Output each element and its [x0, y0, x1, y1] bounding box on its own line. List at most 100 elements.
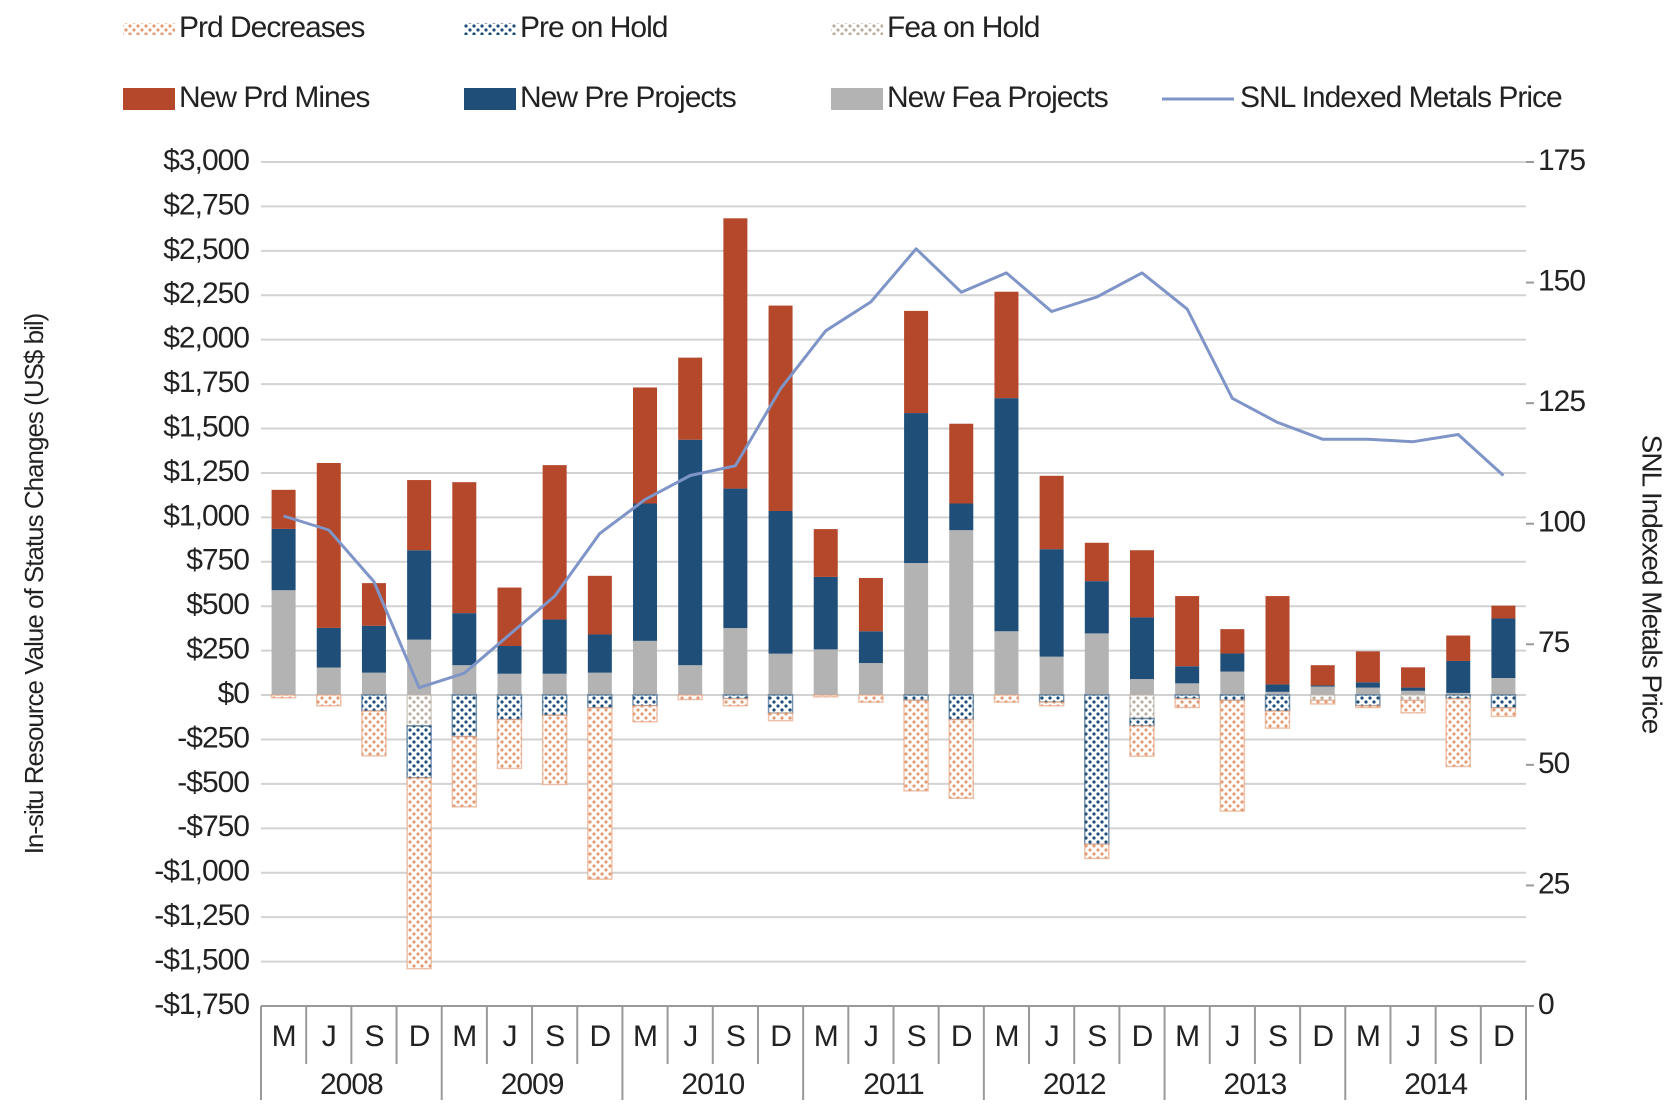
x-tick-label: M [814, 1020, 838, 1053]
bar [1220, 629, 1245, 654]
y-tick-label: $500 [186, 588, 249, 621]
bar [994, 631, 1019, 696]
bar [632, 704, 658, 723]
bar [1400, 694, 1426, 702]
bar [1084, 581, 1109, 634]
bar [813, 649, 838, 696]
bar [1355, 687, 1380, 696]
line [283, 247, 1505, 690]
legend-swatch [123, 88, 175, 110]
y-tick-label: $3,000 [163, 144, 249, 177]
y2-tick-label: 125 [1538, 385, 1585, 418]
bar [723, 218, 748, 489]
x-tick-label: J [1406, 1020, 1420, 1053]
y2-tick-label: 0 [1538, 988, 1554, 1021]
bar [1129, 617, 1154, 680]
bar [678, 665, 703, 696]
x-tick-label: D [590, 1020, 611, 1053]
y-tick-label: -$250 [177, 721, 249, 754]
bar [1175, 596, 1200, 667]
bar [587, 634, 612, 673]
bar [768, 653, 793, 696]
legend-label: SNL Indexed Metals Price [1240, 81, 1562, 114]
bar [1084, 843, 1110, 860]
y-tick-label: $1,750 [163, 366, 249, 399]
bar [1084, 694, 1110, 846]
bar [858, 663, 883, 696]
bar [1309, 699, 1336, 705]
bar [1310, 685, 1335, 687]
bar [723, 628, 748, 696]
bar [994, 398, 1019, 632]
bar [678, 439, 703, 666]
bar [633, 640, 658, 696]
bar [452, 613, 477, 666]
bar [1400, 699, 1426, 714]
y-tick-label: $1,500 [163, 410, 249, 443]
y2-tick-label: 175 [1538, 144, 1585, 177]
y2-tick-label: 150 [1538, 264, 1585, 297]
bar [1265, 691, 1290, 696]
bar [1355, 704, 1381, 709]
bar [768, 510, 793, 654]
bar [1310, 665, 1335, 686]
x-tick-label: S [1449, 1020, 1468, 1053]
bar [1039, 656, 1064, 696]
bar [1264, 710, 1291, 729]
bar [1355, 694, 1381, 707]
x-group-label: 2012 [1043, 1068, 1106, 1100]
bar [1039, 475, 1064, 550]
bar [1175, 683, 1200, 696]
bar [587, 575, 612, 635]
y-tick-label: -$1,000 [154, 855, 249, 888]
bar [587, 694, 613, 709]
legend-label: Pre on Hold [520, 11, 667, 44]
bar [1491, 618, 1516, 678]
bar [497, 646, 522, 674]
bar [633, 503, 658, 641]
y-tick-label: -$1,500 [154, 944, 249, 977]
x-tick-label: D [1132, 1020, 1153, 1053]
bar [1310, 686, 1335, 696]
bar [677, 694, 703, 701]
bar [316, 694, 342, 707]
x-tick-label: J [502, 1020, 516, 1053]
bar [541, 694, 568, 717]
x-tick-label: S [726, 1020, 745, 1053]
bar [542, 673, 567, 696]
x-tick-label: S [1268, 1020, 1287, 1053]
bar [767, 712, 794, 722]
y-tick-label: -$1,250 [154, 899, 249, 932]
bar [904, 413, 929, 564]
y-tick-label: $2,250 [163, 277, 249, 310]
legend-swatch [831, 88, 883, 110]
x-tick-label: D [951, 1020, 972, 1053]
x-tick-label: M [272, 1020, 296, 1053]
y-tick-label: $250 [186, 633, 249, 666]
bar [407, 550, 432, 640]
bar [1265, 684, 1290, 692]
bar [1174, 697, 1200, 709]
x-tick-label: J [683, 1020, 697, 1053]
bar [1038, 701, 1065, 707]
bar [361, 694, 387, 712]
bar [271, 528, 296, 591]
y-tick-label: $2,000 [163, 322, 249, 355]
bar [1491, 605, 1516, 619]
y-tick-label: $2,500 [163, 233, 249, 266]
bar [1220, 653, 1245, 672]
bar [1219, 694, 1246, 702]
y2-tick-label: 100 [1538, 506, 1585, 539]
y-tick-label: $750 [186, 544, 249, 577]
bar [1491, 677, 1516, 696]
bar [1264, 694, 1291, 712]
bar [904, 563, 929, 696]
x-tick-label: D [1493, 1020, 1514, 1053]
y-tick-label: $1,000 [163, 499, 249, 532]
x-tick-label: J [1045, 1020, 1059, 1053]
y-tick-label: $1,250 [163, 455, 249, 488]
bar [1175, 666, 1200, 684]
bar [1490, 707, 1517, 718]
legend-label: Fea on Hold [887, 11, 1039, 44]
bar [1129, 717, 1155, 727]
